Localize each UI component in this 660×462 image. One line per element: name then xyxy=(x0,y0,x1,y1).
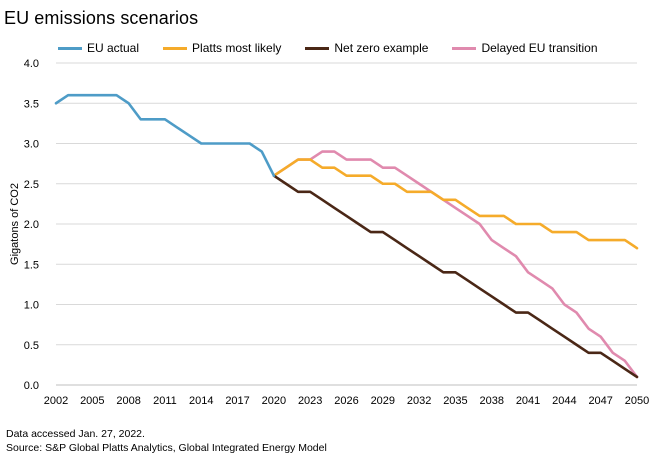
x-tick-label-2023: 2023 xyxy=(298,395,322,407)
data-accessed-note: Data accessed Jan. 27, 2022. xyxy=(6,428,145,440)
y-tick-label-2-0: 2.0 xyxy=(24,219,39,231)
legend-item-eu-actual: EU actual xyxy=(58,41,139,55)
x-tick-label-2032: 2032 xyxy=(407,395,431,407)
y-tick-label-1-0: 1.0 xyxy=(24,300,39,312)
legend-label-delayed-eu-transition: Delayed EU transition xyxy=(481,41,598,55)
y-tick-label-0-5: 0.5 xyxy=(24,340,39,352)
x-tick-label-2041: 2041 xyxy=(516,395,540,407)
legend-swatch-platts-most-likely xyxy=(163,46,188,50)
x-tick-label-2008: 2008 xyxy=(116,395,140,407)
legend-label-net-zero-example: Net zero example xyxy=(334,41,429,55)
x-tick-label-2005: 2005 xyxy=(80,395,104,407)
x-tick-label-2029: 2029 xyxy=(371,395,395,407)
x-tick-label-2002: 2002 xyxy=(44,395,68,407)
series-line-delayed-eu-transition xyxy=(272,150,639,379)
x-tick-label-2026: 2026 xyxy=(334,395,358,407)
series-line-eu-actual xyxy=(54,93,276,177)
x-tick-label-2050: 2050 xyxy=(625,395,649,407)
legend-label-eu-actual: EU actual xyxy=(87,41,140,55)
y-tick-label-4-0: 4.0 xyxy=(24,58,39,70)
y-tick-label-3-0: 3.0 xyxy=(24,139,39,151)
y-tick-label-0-0: 0.0 xyxy=(24,380,39,392)
x-tick-label-2014: 2014 xyxy=(189,395,213,407)
x-tick-label-2017: 2017 xyxy=(225,395,249,407)
legend-item-platts-most-likely: Platts most likely xyxy=(163,41,281,55)
legend-swatch-eu-actual xyxy=(58,46,82,50)
y-tick-label-2-5: 2.5 xyxy=(24,179,39,191)
x-tick-label-2035: 2035 xyxy=(443,395,467,407)
source-note: Source: S&P Global Platts Analytics, Glo… xyxy=(6,442,327,454)
x-tick-label-2044: 2044 xyxy=(552,395,576,407)
legend-item-delayed-eu-transition: Delayed EU transition xyxy=(452,41,598,55)
legend-label-platts-most-likely: Platts most likely xyxy=(192,41,282,55)
series-line-platts-most-likely xyxy=(272,158,639,250)
x-tick-label-2038: 2038 xyxy=(480,395,504,407)
x-tick-label-2020: 2020 xyxy=(262,395,286,407)
legend-swatch-delayed-eu-transition xyxy=(452,46,477,50)
y-tick-label-1-5: 1.5 xyxy=(24,259,39,271)
chart-legend: EU actual Platts most likely Net zero ex… xyxy=(58,40,622,56)
x-tick-label-2047: 2047 xyxy=(588,395,612,407)
chart-title: EU emissions scenarios xyxy=(4,8,199,28)
x-tick-label-2011: 2011 xyxy=(153,395,177,407)
legend-item-net-zero-example: Net zero example xyxy=(305,41,428,55)
series-line-net-zero-example xyxy=(272,174,639,379)
legend-swatch-net-zero-example xyxy=(305,46,330,50)
y-tick-label-3-5: 3.5 xyxy=(24,98,39,110)
